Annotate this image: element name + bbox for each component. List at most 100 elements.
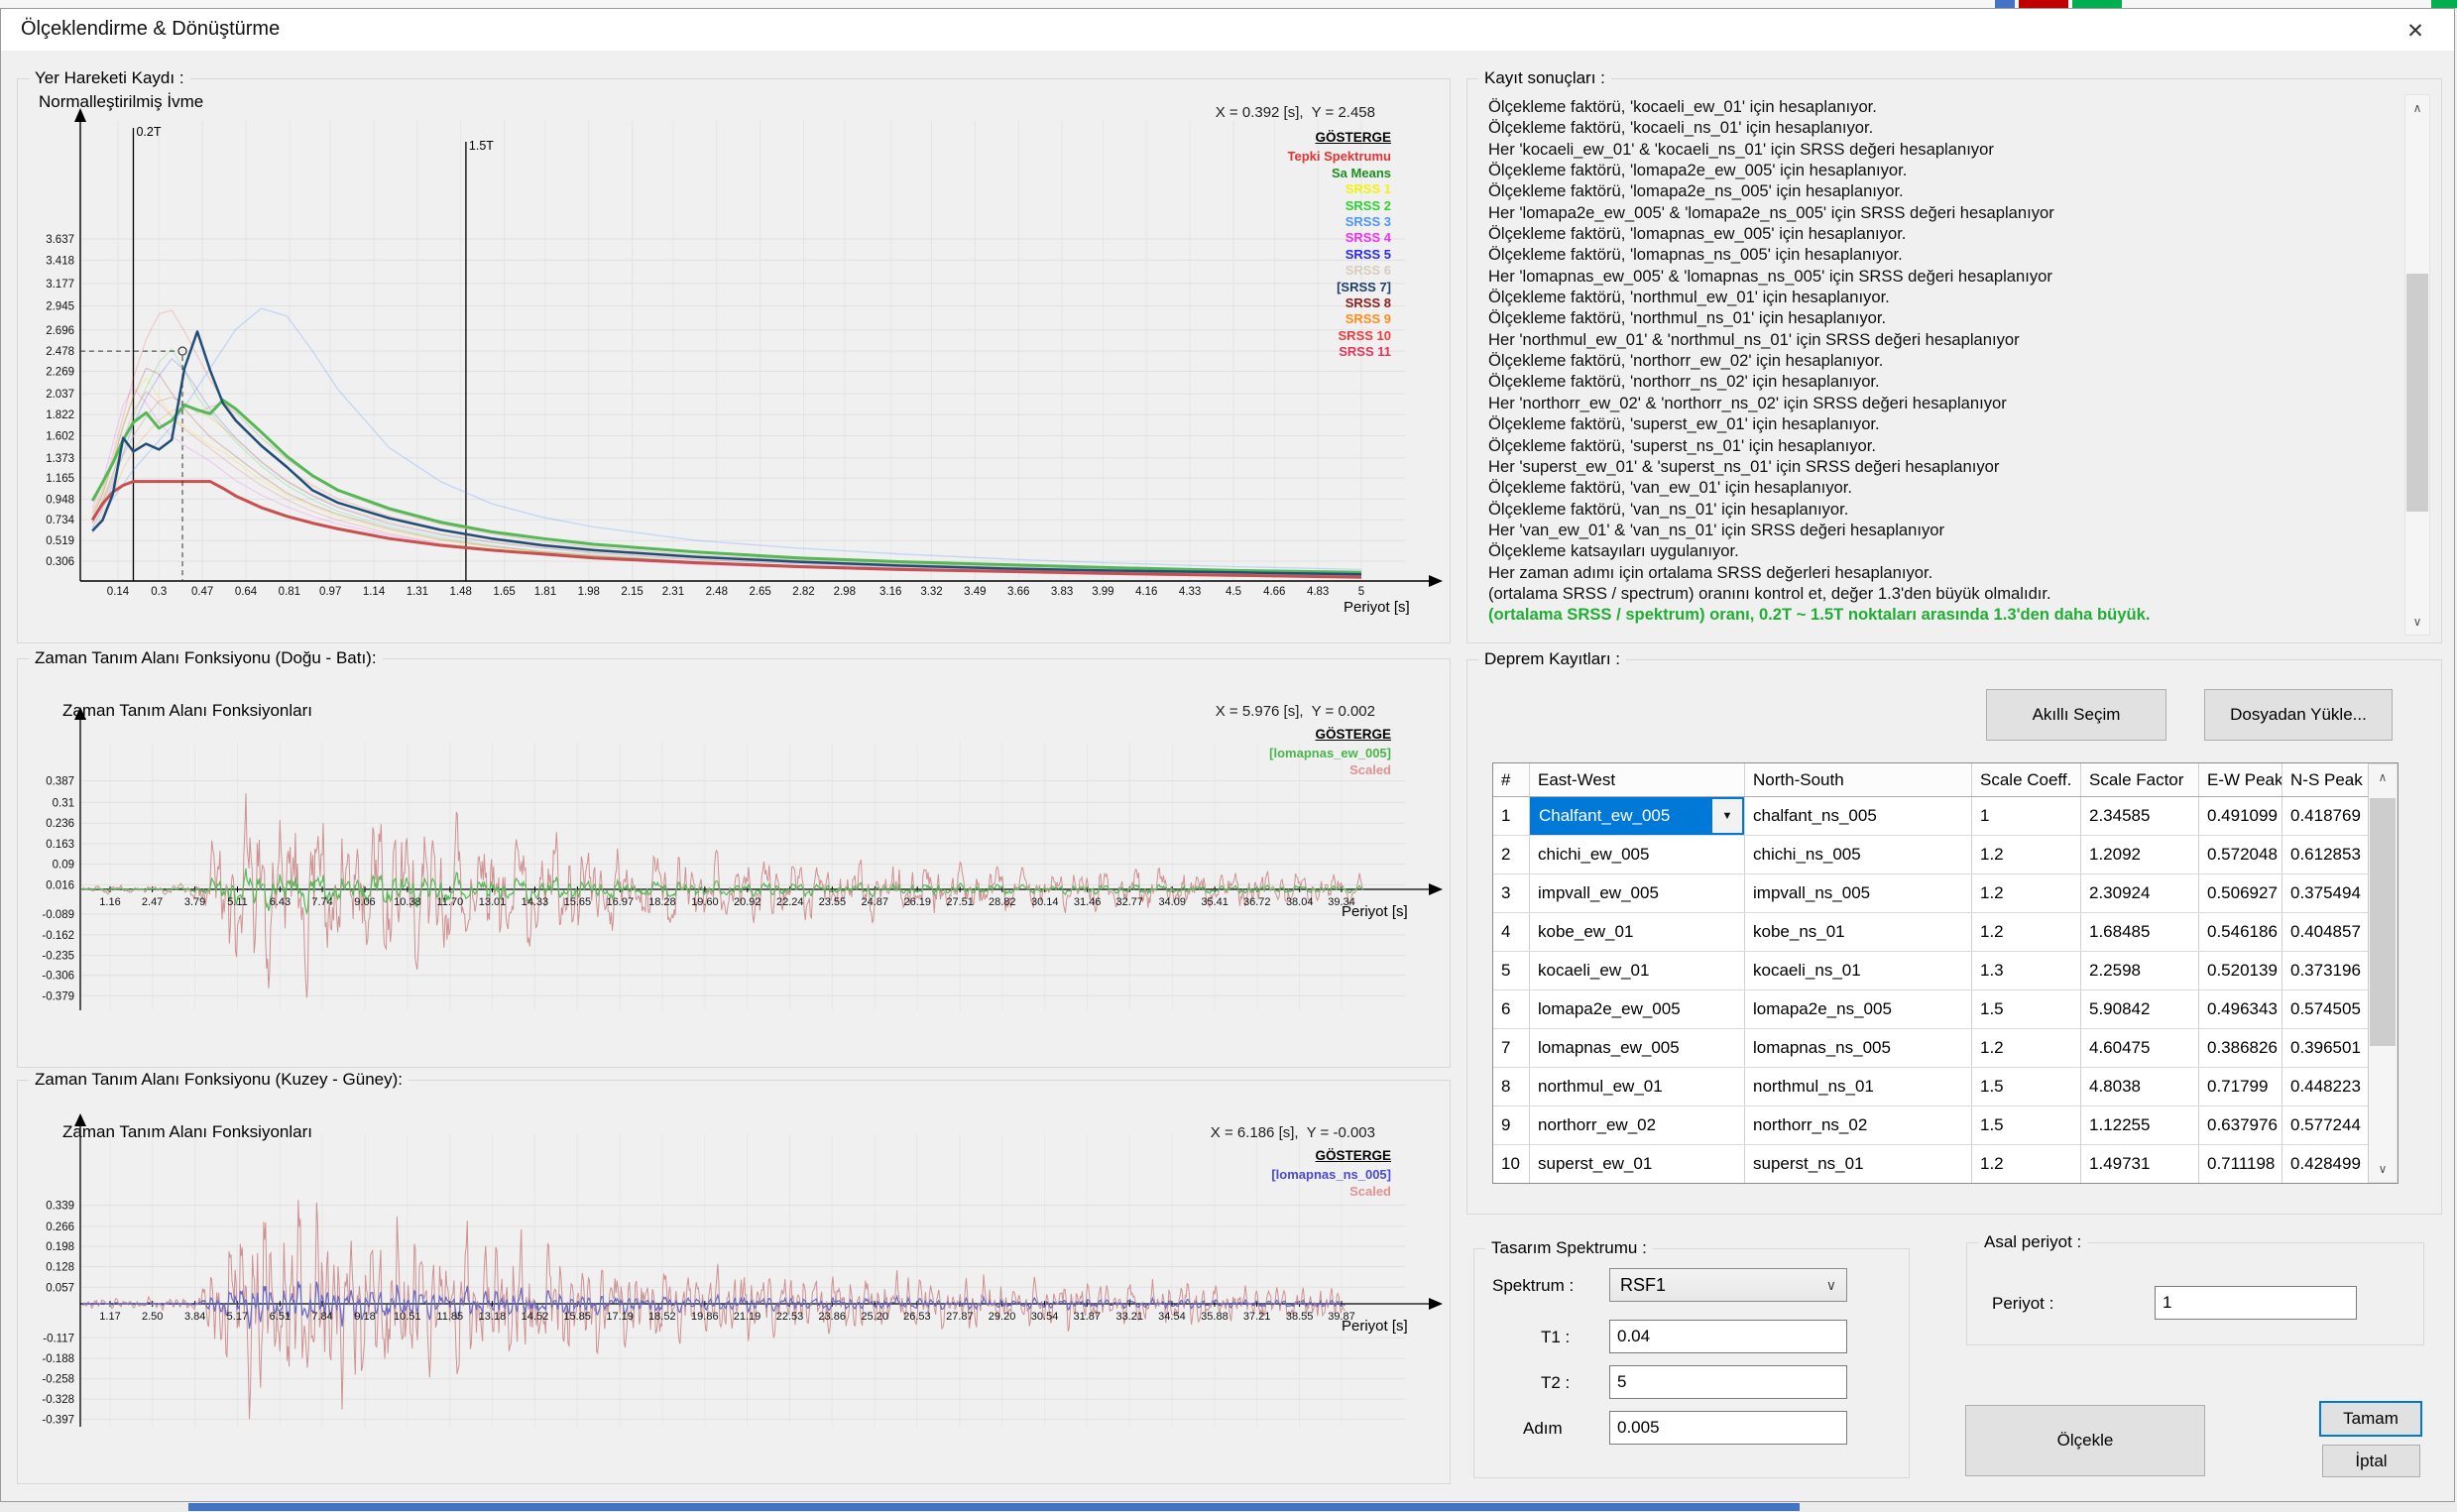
scroll-up-icon[interactable]: ∧	[2369, 764, 2397, 790]
scroll-down-icon[interactable]: ∨	[2405, 609, 2429, 635]
table-header-cell[interactable]: Scale Coeff.	[1972, 763, 2081, 796]
log-scrollbar-thumb[interactable]	[2406, 274, 2428, 512]
table-cell: 0.572048	[2199, 836, 2282, 873]
table-scrollbar-thumb[interactable]	[2370, 798, 2396, 1046]
chevron-down-icon: ∨	[1826, 1277, 1836, 1294]
table-scrollbar[interactable]: ∧ ∨	[2368, 763, 2398, 1183]
legend-title: GÖSTERGE	[1191, 1148, 1391, 1164]
table-cell: 1.2	[1972, 874, 2081, 912]
log-line: Her 'lomapnas_ew_005' & 'lomapnas_ns_005…	[1488, 266, 2386, 287]
svg-text:1.81: 1.81	[534, 586, 556, 598]
table-row[interactable]: 2chichi_ew_005chichi_ns_0051.21.20920.57…	[1493, 836, 2398, 874]
table-cell: 10	[1493, 1145, 1530, 1183]
group-design-spectrum-label: Tasarım Spektrumu :	[1485, 1238, 1653, 1258]
step-input[interactable]	[1609, 1411, 1847, 1445]
table-row[interactable]: 7lomapnas_ew_005lomapnas_ns_0051.24.6047…	[1493, 1029, 2398, 1068]
svg-text:1.16: 1.16	[99, 896, 120, 908]
svg-text:0.016: 0.016	[46, 879, 74, 891]
legend-item: SRSS 11	[1191, 344, 1391, 360]
log-line: Ölçekleme faktörü, 'van_ew_01' için hesa…	[1488, 477, 2386, 498]
legend-item: SRSS 4	[1191, 230, 1391, 246]
svg-text:4.5: 4.5	[1226, 586, 1241, 598]
smart-select-button[interactable]: Akıllı Seçim	[1986, 689, 2166, 741]
svg-text:-0.089: -0.089	[42, 909, 74, 921]
svg-text:-0.188: -0.188	[42, 1353, 74, 1365]
log-line: Ölçekleme faktörü, 'lomapnas_ew_005' içi…	[1488, 223, 2386, 244]
svg-text:30.54: 30.54	[1031, 1311, 1059, 1323]
svg-text:34.54: 34.54	[1158, 1311, 1186, 1323]
table-cell: 0.418769	[2282, 797, 2370, 835]
table-header-cell[interactable]: E-W Peak	[2199, 763, 2282, 796]
table-row[interactable]: 6lomapa2e_ew_005lomapa2e_ns_0051.55.9084…	[1493, 990, 2398, 1029]
svg-text:2.269: 2.269	[46, 366, 74, 378]
table-cell: 0.386826	[2199, 1029, 2282, 1067]
table-row[interactable]: 8northmul_ew_01northmul_ns_011.54.80380.…	[1493, 1068, 2398, 1106]
table-cell: 1.5	[1972, 1106, 2081, 1144]
table-row[interactable]: 4kobe_ew_01kobe_ns_011.21.684850.5461860…	[1493, 913, 2398, 952]
scale-button[interactable]: Ölçekle	[1965, 1405, 2205, 1476]
ns-cursor-readout: X = 6.186 [s], Y = -0.003	[1092, 1124, 1375, 1141]
table-row[interactable]: 3impvall_ew_005impvall_ns_0051.22.309240…	[1493, 874, 2398, 913]
ns-legend: GÖSTERGE[lomapnas_ns_005]Scaled	[1191, 1148, 1391, 1200]
svg-text:0.97: 0.97	[319, 586, 341, 598]
table-row[interactable]: 1Chalfant_ew_005▼chalfant_ns_00512.34585…	[1493, 797, 2398, 836]
ew-y-axis-title: Zaman Tanım Alanı Fonksiyonları	[62, 701, 312, 721]
svg-text:-0.328: -0.328	[42, 1394, 74, 1406]
svg-text:14.33: 14.33	[522, 896, 549, 908]
log-line: (ortalama SRSS / spectrum) oranını kontr…	[1488, 583, 2386, 604]
table-cell: 1	[1493, 797, 1530, 835]
period-input[interactable]	[2155, 1286, 2357, 1320]
table-cell: 1.5	[1972, 990, 2081, 1028]
table-header-cell[interactable]: East-West	[1530, 763, 1745, 796]
table-cell: kocaeli_ew_01	[1530, 952, 1745, 989]
table-header-cell[interactable]: Scale Factor	[2081, 763, 2199, 796]
log-line: Ölçekleme faktörü, 'lomapa2e_ns_005' içi…	[1488, 180, 2386, 201]
svg-text:1.373: 1.373	[46, 453, 74, 465]
log-line-success: (ortalama SRSS / spektrum) oranı, 0.2T ~…	[1488, 604, 2386, 625]
table-cell: 0.71799	[2199, 1068, 2282, 1105]
t2-input[interactable]	[1609, 1365, 1847, 1399]
period-label: Periyot :	[1992, 1294, 2053, 1314]
cancel-button[interactable]: İptal	[2322, 1445, 2420, 1477]
close-icon[interactable]: ✕	[2393, 16, 2438, 46]
table-row[interactable]: 5kocaeli_ew_01kocaeli_ns_011.32.25980.52…	[1493, 952, 2398, 990]
svg-text:2.945: 2.945	[46, 301, 74, 313]
table-header-cell[interactable]: N-S Peak	[2282, 763, 2370, 796]
svg-text:0.948: 0.948	[46, 494, 74, 506]
load-from-file-button[interactable]: Dosyadan Yükle...	[2204, 689, 2393, 741]
svg-text:2.50: 2.50	[142, 1311, 163, 1323]
records-table[interactable]: #East-WestNorth-SouthScale Coeff.Scale F…	[1492, 762, 2398, 1184]
dialog-titlebar[interactable]: Ölçeklendirme & Dönüştürme ✕	[1, 9, 2454, 51]
table-cell: 0.546186	[2199, 913, 2282, 951]
log-scrollbar[interactable]: ∧ ∨	[2404, 94, 2430, 636]
table-row[interactable]: 9northorr_ew_02northorr_ns_021.51.122550…	[1493, 1106, 2398, 1145]
spectrum-combobox[interactable]: RSF1 ∨	[1609, 1268, 1847, 1302]
svg-text:1.602: 1.602	[46, 431, 74, 443]
table-header-cell[interactable]: North-South	[1745, 763, 1972, 796]
svg-text:3.177: 3.177	[46, 279, 74, 291]
table-cell: 0.375494	[2282, 874, 2370, 912]
table-cell: 1.2	[1972, 1145, 2081, 1183]
dropdown-arrow-icon[interactable]: ▼	[1711, 799, 1742, 833]
scroll-up-icon[interactable]: ∧	[2405, 95, 2429, 121]
svg-text:6.43: 6.43	[270, 896, 291, 908]
scroll-down-icon[interactable]: ∨	[2369, 1156, 2397, 1182]
svg-text:2.82: 2.82	[792, 586, 814, 598]
table-cell: 0.612853	[2282, 836, 2370, 873]
svg-text:3.32: 3.32	[920, 586, 942, 598]
record-combobox[interactable]: Chalfant_ew_005▼	[1530, 797, 1744, 835]
svg-text:31.87: 31.87	[1073, 1311, 1101, 1323]
svg-text:3.66: 3.66	[1007, 586, 1029, 598]
svg-text:0.2T: 0.2T	[136, 125, 161, 139]
table-row[interactable]: 10superst_ew_01superst_ns_011.21.497310.…	[1493, 1145, 2398, 1184]
svg-text:20.92: 20.92	[734, 896, 761, 908]
table-header-cell[interactable]: #	[1493, 763, 1530, 796]
svg-text:7.84: 7.84	[311, 1311, 332, 1323]
ok-button[interactable]: Tamam	[2319, 1401, 2422, 1437]
legend-item: SRSS 9	[1191, 311, 1391, 327]
svg-text:2.98: 2.98	[834, 586, 856, 598]
legend-title: GÖSTERGE	[1191, 130, 1391, 146]
t1-input[interactable]	[1609, 1320, 1847, 1353]
log-output[interactable]: Ölçekleme faktörü, 'kocaeli_ew_01' için …	[1488, 96, 2386, 632]
svg-text:16.97: 16.97	[607, 896, 635, 908]
